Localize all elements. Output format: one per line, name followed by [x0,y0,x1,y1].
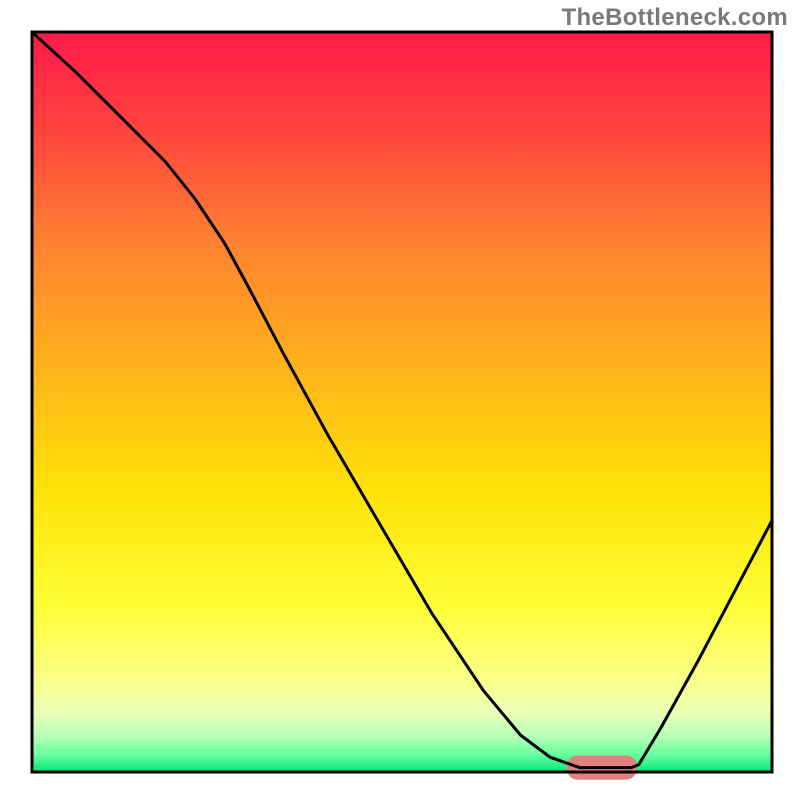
bottleneck-chart [0,0,800,800]
watermark-text: TheBottleneck.com [562,4,788,32]
chart-background [32,32,772,772]
chart-canvas: TheBottleneck.com [0,0,800,800]
